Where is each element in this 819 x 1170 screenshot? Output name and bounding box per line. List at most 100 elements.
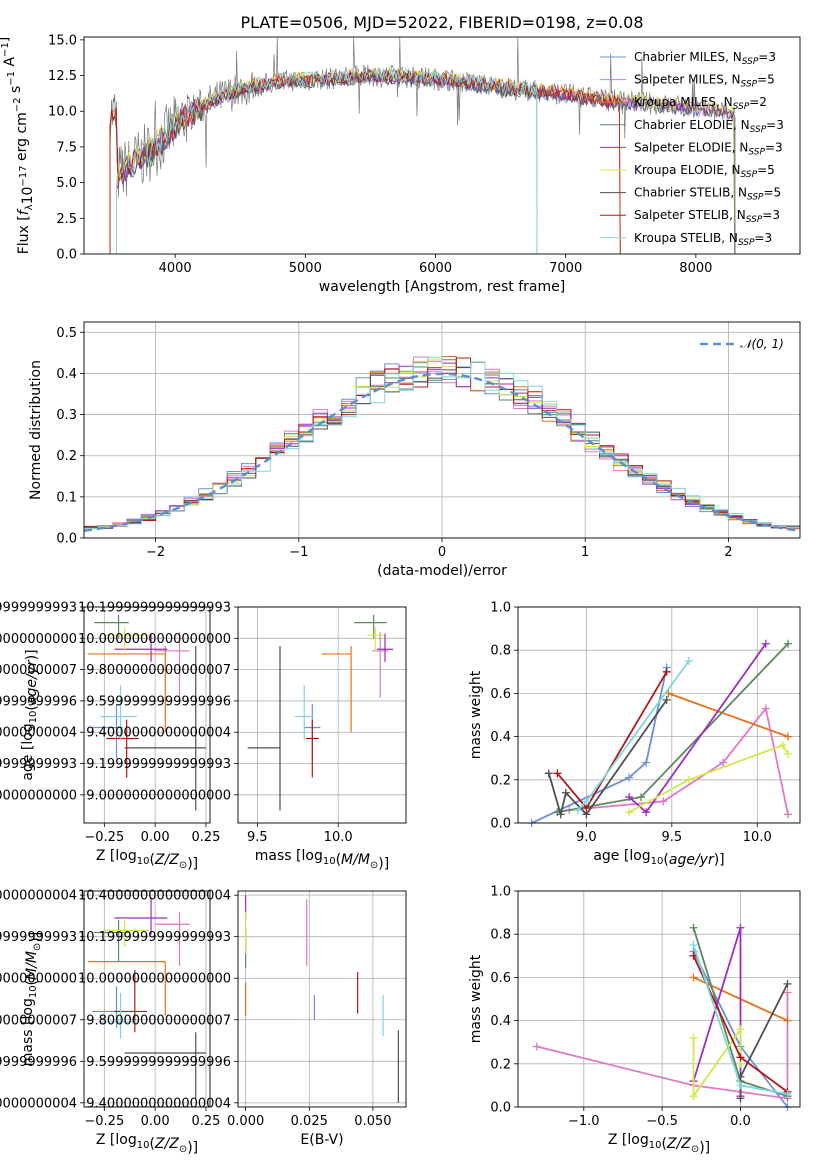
x-axis-label: E(B-V): [300, 1132, 343, 1148]
weight-point: [625, 808, 634, 817]
y-tick-label: 10.0000000000000000: [78, 972, 231, 987]
weight-point: [625, 793, 634, 802]
legend-entry: Kroupa STELIB, NSSP=3: [634, 231, 772, 248]
model-spectrum-3: [116, 71, 538, 254]
x-axis-label: age [log10(age/yr)]: [593, 848, 724, 868]
panel-age_vs_Z: −0.25 0.00 0.25 9.0000000000000000 9.1999999…: [0, 601, 220, 873]
y-tick-label: 9.0000000000000000: [86, 788, 231, 803]
legend-entry: Chabrier MILES, NSSP=3: [634, 50, 776, 67]
axes-frame: [83, 890, 211, 1108]
weight-point: [783, 979, 792, 988]
weight-point: [689, 923, 698, 932]
weight-point: [778, 741, 787, 750]
x-tick-label: 7000: [549, 261, 582, 276]
panel-mass_vs_Z: −0.25 0.00 0.25 9.4000000000000004 9.5999999…: [0, 889, 220, 1156]
weight-point: [783, 988, 792, 997]
x-tick-label: 10.0: [743, 830, 772, 845]
model-spectrum-2: [109, 67, 621, 254]
x-tick-label: 0.000: [227, 1114, 264, 1129]
weight-point: [761, 704, 770, 713]
spectrum-legend: Chabrier MILES, NSSP=3 Salpeter MILES, NS…: [600, 50, 784, 248]
weight-point: [684, 657, 693, 665]
x-tick-label: 8000: [679, 261, 712, 276]
weight-point: [553, 769, 562, 778]
y-tick-label: 9.4000000000000004: [0, 726, 77, 741]
figure-title: PLATE=0506, MJD=52022, FIBERID=0198, z=0…: [240, 13, 643, 32]
axes-frame: [237, 606, 407, 824]
weight-point: [544, 769, 553, 778]
axes-frame: [517, 890, 801, 1108]
y-tick-label: 10.0000000000000000: [78, 632, 231, 647]
y-tick-label: 0.3: [56, 408, 77, 423]
y-tick-label: 15.0: [48, 33, 77, 48]
x-tick-label: 1: [581, 545, 589, 560]
weight-point: [642, 808, 651, 817]
panel-weight_vs_Z: −1.0 −0.5 0.0 0.0 0.2 0.4 0.6 0.8 1.0 Z [log10(Z/…: [468, 885, 801, 1156]
y-tick-label: 9.4000000000000004: [86, 726, 231, 741]
weight-line: [628, 744, 789, 813]
panel-weight_vs_age: 9.0 9.5 10.0 0.0 0.2 0.4 0.6 0.8 1.0 age [log10(a…: [468, 601, 801, 868]
x-tick-label: 0.025: [291, 1114, 328, 1129]
weight-point: [761, 639, 770, 648]
x-tick-label: 0.00: [141, 1114, 170, 1129]
y-tick-label: 0.0: [56, 248, 77, 263]
y-tick-label: 1.0: [490, 885, 511, 900]
y-tick-label: 10.1999999999999993: [0, 601, 77, 616]
y-tick-label: 10.1999999999999993: [78, 601, 231, 616]
weight-point: [637, 793, 646, 802]
y-tick-label: 9.5999999999999996: [0, 1055, 77, 1070]
y-tick-label: 9.8000000000000007: [86, 1013, 231, 1028]
weight-line: [668, 692, 789, 738]
y-tick-label: 5.0: [56, 176, 77, 191]
x-tick-label: −2: [146, 545, 165, 560]
x-tick-label: 4000: [159, 261, 192, 276]
y-tick-label: 0.8: [490, 928, 511, 943]
x-axis-label: wavelength [Angstrom, rest frame]: [319, 279, 565, 295]
axes-frame: [83, 321, 801, 539]
y-tick-label: 0.6: [490, 971, 511, 986]
weight-point: [784, 732, 793, 741]
weight-point: [736, 1053, 745, 1062]
weight-point: [684, 775, 693, 784]
weight-point: [736, 1081, 745, 1090]
y-tick-label: 0.2: [56, 449, 77, 464]
x-tick-label: 6000: [419, 261, 452, 276]
weight-point: [736, 1094, 745, 1103]
y-tick-label: 9.8000000000000007: [0, 1013, 77, 1028]
x-tick-label: −0.5: [646, 1114, 678, 1129]
x-axis-label: mass [log10(M/M⊙)]: [255, 848, 389, 872]
x-tick-label: −1.0: [568, 1114, 600, 1129]
axes-frame: [83, 36, 801, 255]
weight-point: [642, 758, 651, 767]
weight-point: [532, 1042, 541, 1051]
y-tick-label: 0.1: [56, 490, 77, 505]
weight-point: [556, 810, 565, 819]
weight-line: [577, 660, 690, 811]
y-axis-label: mass weight: [468, 670, 484, 759]
weight-point: [689, 941, 698, 949]
x-tick-label: 0.0: [730, 1114, 751, 1129]
weight-point: [736, 1025, 745, 1034]
legend-entry: 𝒩(0, 1): [740, 337, 784, 351]
x-tick-label: −0.25: [84, 830, 124, 845]
y-tick-label: 9.5999999999999996: [86, 694, 231, 709]
x-tick-label: 9.0: [576, 830, 597, 845]
weight-point: [784, 639, 793, 648]
y-tick-label: 10.1999999999999993: [78, 930, 231, 945]
legend-entry: Salpeter ELODIE, NSSP=3: [634, 140, 783, 157]
y-tick-label: 10.4000000000000004: [0, 889, 77, 904]
weight-line: [557, 643, 789, 814]
axes-frame: [83, 606, 211, 824]
y-axis-label: Normed distribution: [28, 360, 44, 500]
weight-point: [659, 797, 668, 806]
y-tick-label: 9.8000000000000007: [0, 663, 77, 678]
legend-entry: Chabrier STELIB, NSSP=5: [634, 186, 781, 203]
residual-histogram-8: [84, 356, 800, 529]
x-tick-label: 0: [438, 545, 446, 560]
weight-line: [692, 1026, 742, 1100]
y-axis-label: age [log10(age/yr)]: [20, 649, 40, 780]
panel-mass_vs_ebv: 0.000 0.025 0.050 9.4000000000000004 9.59999…: [78, 889, 407, 1148]
y-tick-label: 10.4000000000000004: [78, 889, 231, 904]
axes-frame: [237, 890, 407, 1108]
